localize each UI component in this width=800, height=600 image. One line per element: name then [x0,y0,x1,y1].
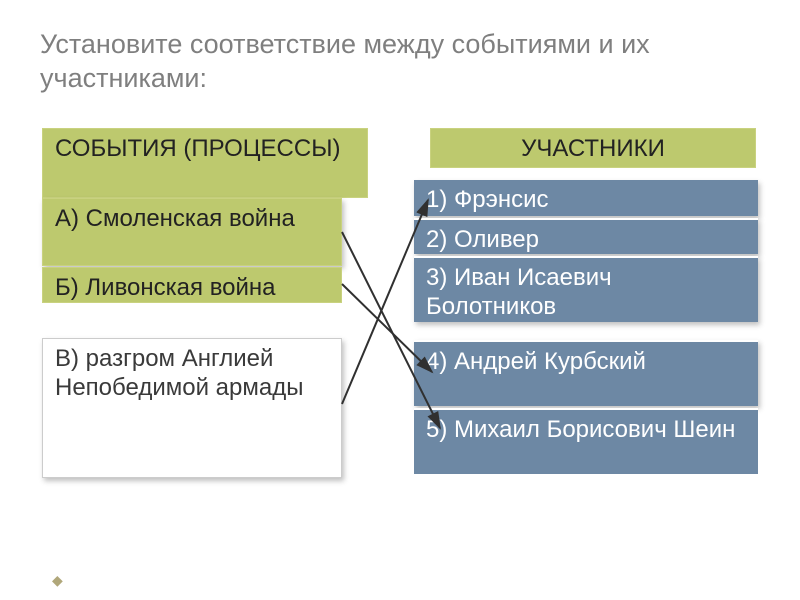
participant-1-label: 1) Фрэнсис [426,186,549,213]
participant-4: 4) Андрей Курбский [414,340,758,406]
event-c-label: В) разгром Англией Непобедимой армады [55,345,303,401]
event-a-label: А) Смоленская война [55,205,295,232]
event-c: В) разгром Англией Непобедимой армады [42,338,342,478]
events-header: СОБЫТИЯ (ПРОЦЕССЫ) [42,128,368,198]
participant-2: 2) Оливер [414,218,758,254]
participant-1: 1) Фрэнсис [414,180,758,216]
events-header-label: СОБЫТИЯ (ПРОЦЕССЫ) [55,135,340,162]
event-b-label: Б) Ливонская война [55,274,276,301]
event-a: А) Смоленская война [42,198,342,266]
participant-2-label: 2) Оливер [426,226,539,253]
participants-header-label: УЧАСТНИКИ [521,135,665,162]
participant-3: 3) Иван Исаевич Болотников [414,256,758,322]
footer-bullet-icon: ◆ [52,572,62,582]
participant-3-label: 3) Иван Исаевич Болотников [426,264,612,320]
event-b: Б) Ливонская война [42,267,342,303]
participant-5: 5) Михаил Борисович Шеин [414,408,758,474]
participant-5-label: 5) Михаил Борисович Шеин [426,416,735,443]
participants-header: УЧАСТНИКИ [430,128,756,168]
participant-4-label: 4) Андрей Курбский [426,348,646,375]
page-title: Установите соответствие между событиями … [40,28,760,96]
